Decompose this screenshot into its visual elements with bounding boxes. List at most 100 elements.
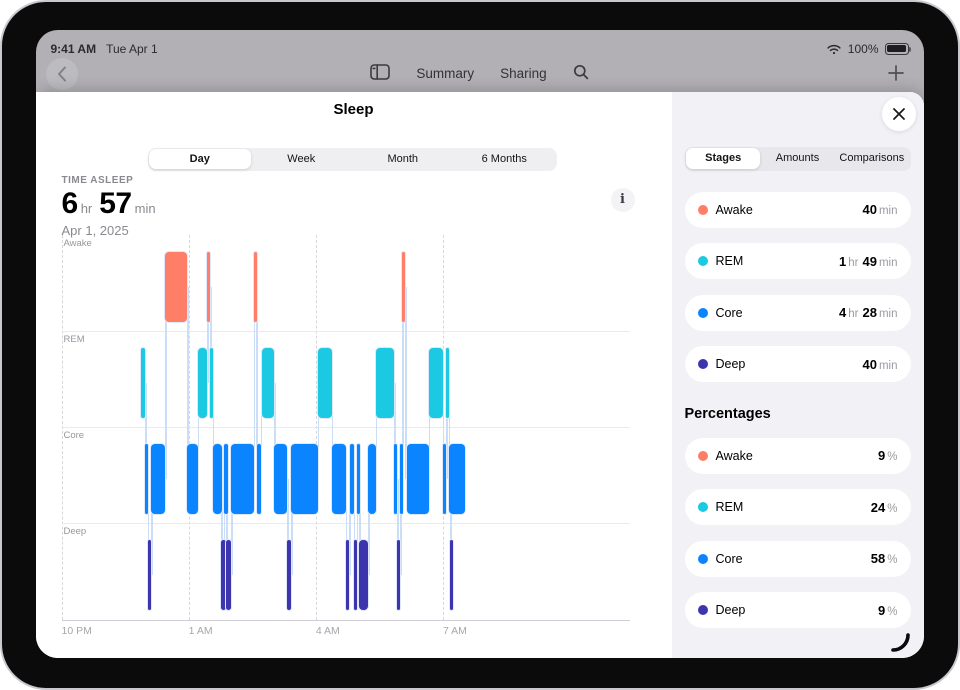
battery-percent: 100% <box>847 41 879 56</box>
sleep-segment-rem <box>375 347 395 418</box>
sleep-segment-core <box>291 444 318 514</box>
stage-connector <box>253 286 256 479</box>
stage-connector <box>368 479 370 576</box>
sleep-segment-deep <box>397 540 401 611</box>
sleep-segment-rem <box>197 347 208 418</box>
metric-unit: min <box>134 200 156 216</box>
sleep-segment-deep <box>147 540 152 611</box>
sidebar-toggle-button[interactable] <box>370 64 391 83</box>
stage-connector <box>210 286 212 383</box>
stage-label: Awake <box>715 448 753 463</box>
stage-connector <box>291 479 293 576</box>
close-icon <box>892 107 905 120</box>
status-time: 9:41 AM <box>50 41 97 56</box>
stage-connector <box>187 286 189 479</box>
sleep-chart[interactable]: 10 PM 1 AM 4 AM 7 AM Awake REM Core Deep <box>61 234 630 637</box>
close-button[interactable] <box>881 96 916 131</box>
stage-dot-icon <box>697 553 708 564</box>
stage-connector <box>212 382 215 479</box>
stage-connector <box>221 479 223 576</box>
x-tick-label: 4 AM <box>315 624 340 637</box>
stage-connector <box>446 382 448 479</box>
stage-value: 40 min <box>862 356 898 372</box>
stage-value: 58% <box>870 551 898 566</box>
tab-stages[interactable]: Stages <box>686 148 761 169</box>
stage-connector <box>145 382 147 479</box>
sleep-segment-rem <box>428 347 443 418</box>
metric-label: TIME ASLEEP <box>61 174 134 186</box>
percentage-card-rem[interactable]: REM 24% <box>684 489 911 525</box>
duration-card-awake[interactable]: Awake 40 min <box>684 191 911 228</box>
wifi-icon <box>827 44 841 54</box>
sleep-segment-deep <box>353 540 357 611</box>
nav-bar: Summary Sharing <box>36 56 924 92</box>
stage-value: 24% <box>870 499 898 515</box>
metric-number: 57 <box>99 186 132 220</box>
percentage-card-awake[interactable]: Awake 9% <box>684 437 911 474</box>
add-button[interactable] <box>881 58 911 88</box>
stage-value: 4 hr 28 min <box>839 305 898 320</box>
search-button[interactable] <box>573 64 589 83</box>
sleep-segment-deep <box>345 540 350 611</box>
sleep-segment-awake <box>402 251 406 322</box>
duration-card-rem[interactable]: REM 1 hr 49 min <box>684 243 911 279</box>
row-label-core: Core <box>63 430 85 441</box>
stage-connector <box>442 382 445 479</box>
duration-card-deep[interactable]: Deep 40 min <box>684 346 911 382</box>
stage-connector <box>450 479 452 576</box>
sidebar-icon <box>370 64 391 80</box>
sleep-segment-rem <box>261 347 275 418</box>
stage-value: 1 hr 49 min <box>839 253 898 269</box>
info-button[interactable]: i <box>610 187 635 212</box>
stage-connector <box>428 382 431 479</box>
tab-week[interactable]: Week <box>287 153 316 165</box>
nav-sharing[interactable]: Sharing <box>500 66 547 81</box>
sleep-segment-core <box>223 444 228 514</box>
stage-dot-icon <box>697 359 708 369</box>
tab-day[interactable]: Day <box>149 149 251 169</box>
row-label-deep: Deep <box>63 526 87 538</box>
x-tick-label: 7 AM <box>442 624 467 637</box>
row-separator <box>61 330 630 332</box>
stage-label: Deep <box>715 357 746 371</box>
tab-month[interactable]: Month <box>387 153 419 165</box>
metric-number: 6 <box>61 186 79 220</box>
row-label-awake: Awake <box>63 237 92 249</box>
stage-connector <box>207 286 209 383</box>
stage-connector <box>226 479 228 576</box>
time-asleep-value: 6 hr 57 min <box>62 187 163 221</box>
x-tick-label: 10 PM <box>61 624 92 637</box>
tab-6-months[interactable]: 6 Months <box>481 153 527 165</box>
sleep-segment-deep <box>287 540 292 611</box>
tab-comparisons[interactable]: Comparisons <box>839 152 905 164</box>
stage-dot-icon <box>697 605 708 615</box>
percentage-card-deep[interactable]: Deep 9% <box>684 592 911 628</box>
tab-amounts[interactable]: Amounts <box>775 152 820 164</box>
stage-value: 40 min <box>862 202 898 217</box>
row-separator <box>61 619 630 621</box>
duration-card-core[interactable]: Core 4 hr 28 min <box>684 294 911 331</box>
stage-dot-icon <box>697 204 708 215</box>
stage-label: REM <box>715 500 744 514</box>
sleep-segment-awake <box>207 251 211 322</box>
sleep-segment-core <box>394 444 398 514</box>
back-button[interactable] <box>45 57 78 90</box>
stage-connector <box>260 382 263 479</box>
nav-summary[interactable]: Summary <box>416 66 475 81</box>
sleep-segment-core <box>368 444 376 514</box>
stage-label: REM <box>715 254 744 268</box>
plus-icon <box>887 64 904 81</box>
search-icon <box>573 64 588 80</box>
row-label-rem: REM <box>63 333 85 345</box>
stage-label: Core <box>715 551 743 566</box>
stage-connector <box>448 382 450 479</box>
metric-date: Apr 1, 2025 <box>61 222 129 238</box>
percentage-card-core[interactable]: Core 58% <box>684 540 911 577</box>
stage-connector <box>274 382 276 479</box>
sleep-segment-core <box>231 444 254 514</box>
sleep-main-area: Sleep Day Week Month 6 Months TIME ASLEEP 6… <box>35 91 672 658</box>
sleep-segment-rem <box>141 347 145 418</box>
stage-connector <box>353 479 356 576</box>
stage-value: 9% <box>878 602 898 618</box>
